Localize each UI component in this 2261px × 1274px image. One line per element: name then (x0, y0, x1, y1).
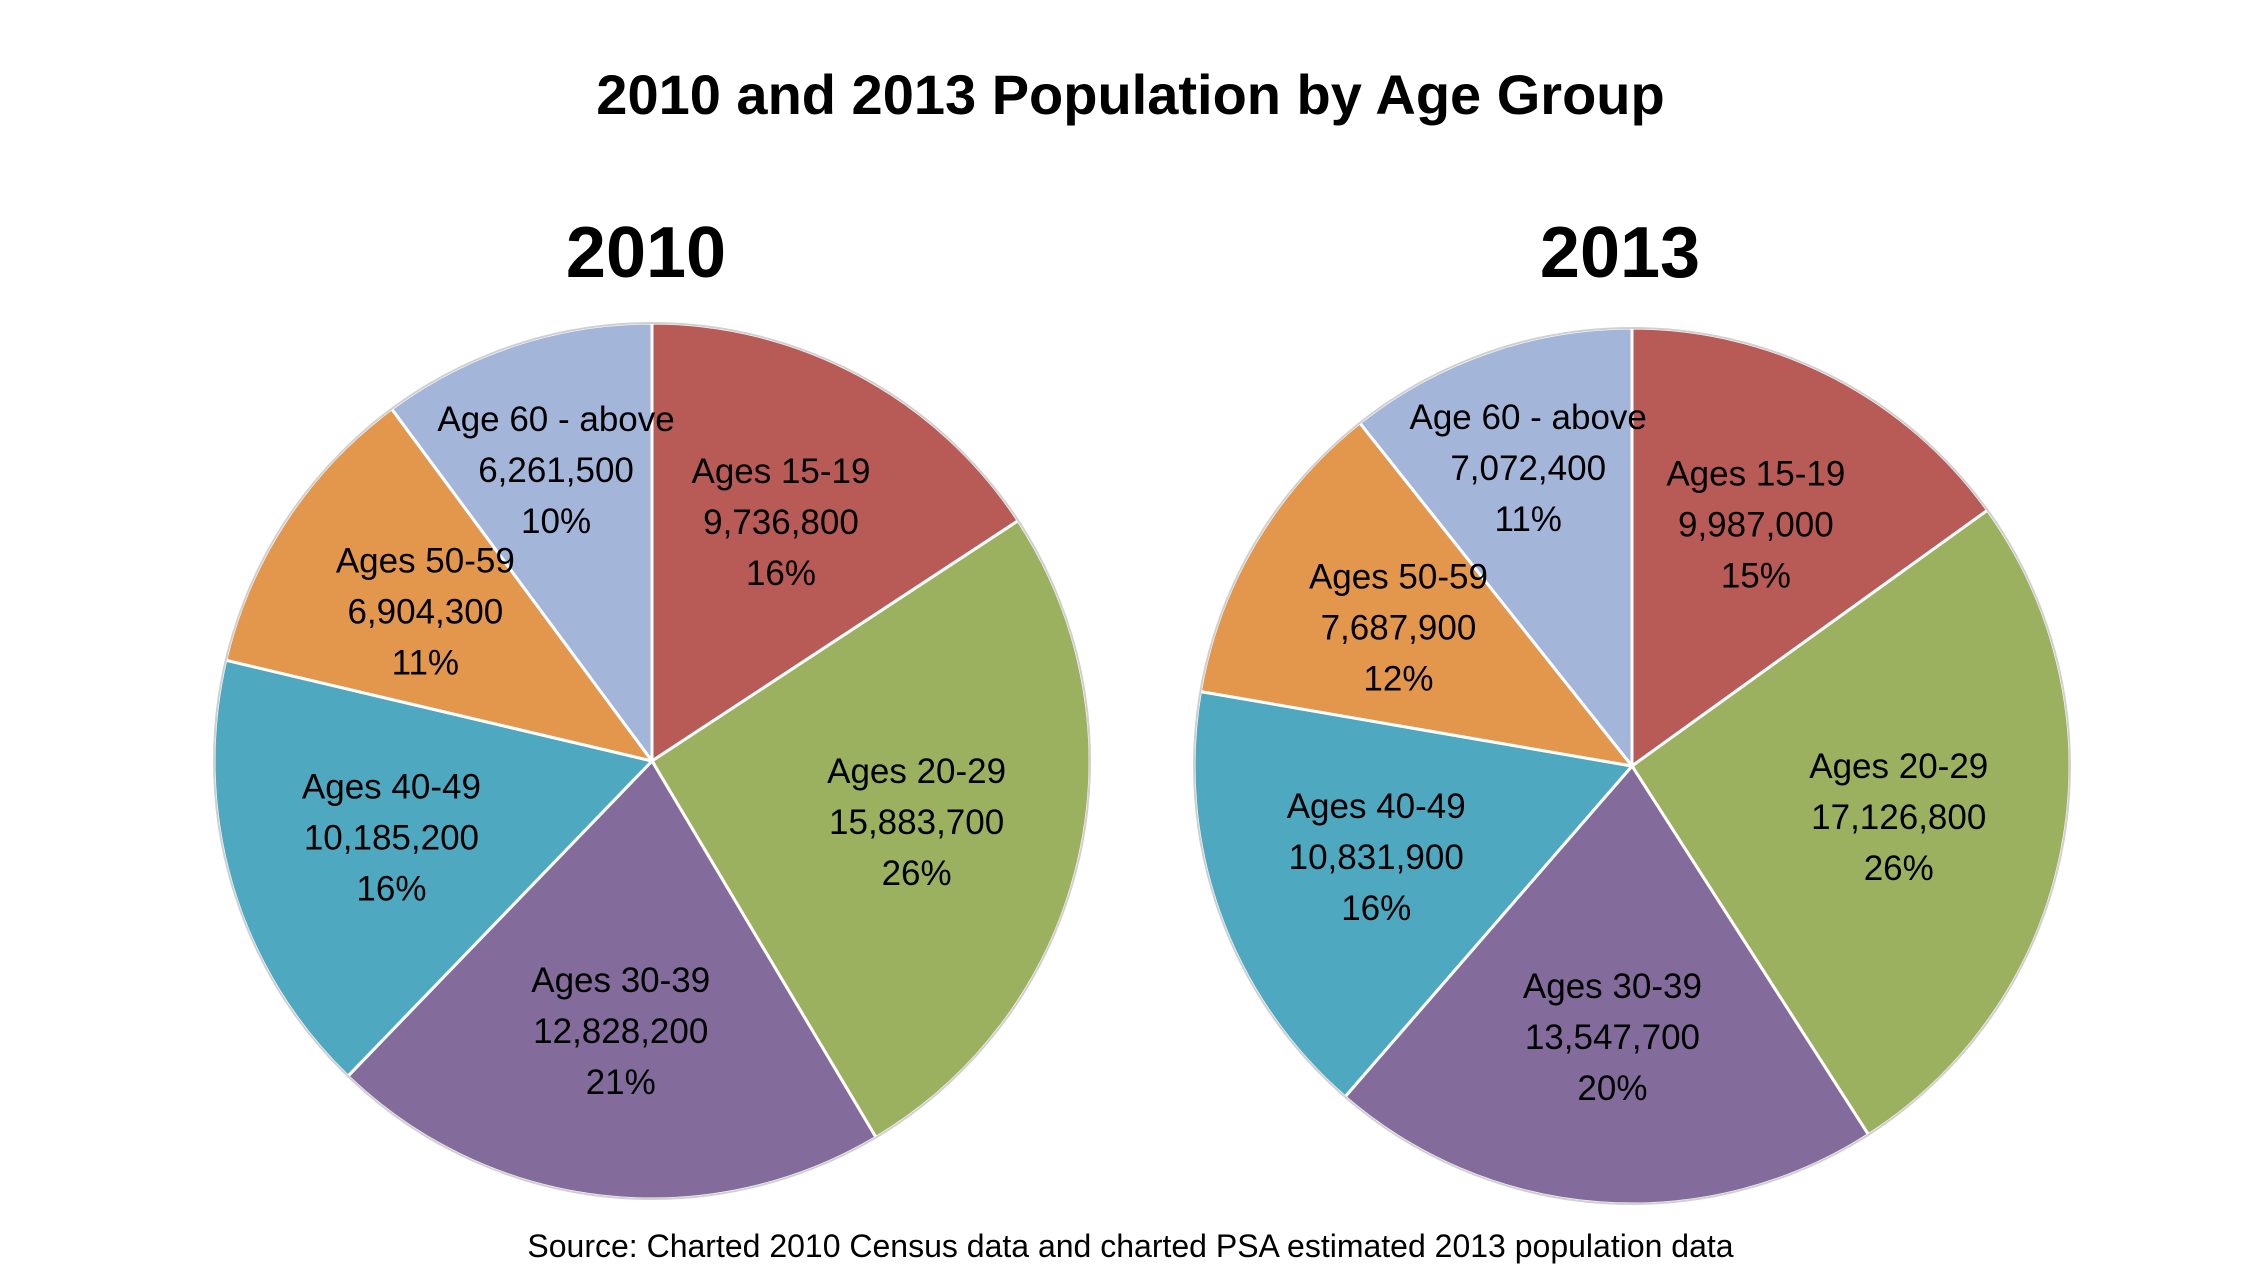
data-label-2013-ages-40-49-label: Ages 40-49 (1287, 787, 1466, 826)
pie-rim-2013 (1193, 327, 2071, 1205)
data-label-2013-ages-15-19-percent: 15% (1721, 556, 1791, 595)
data-label-2013-ages-30-39-label: Ages 30-39 (1523, 967, 1702, 1006)
data-label-2013-ages-20-29-label: Ages 20-29 (1809, 747, 1988, 786)
data-label-2010-ages-15-19-percent: 16% (746, 554, 816, 593)
pie-title-2010: 2010 (565, 213, 727, 293)
data-label-2013-ages-30-39-percent: 20% (1577, 1069, 1647, 1108)
data-label-2010-ages-30-39-value: 12,828,200 (533, 1012, 708, 1051)
data-label-2010-ages-50-59-label: Ages 50-59 (336, 541, 515, 580)
data-label-2010-ages-15-19-value: 9,736,800 (703, 503, 859, 542)
data-label-2013-age-60-above-value: 7,072,400 (1450, 449, 1606, 488)
data-label-2013-ages-40-49-value: 10,831,900 (1289, 838, 1464, 877)
data-label-2013-ages-15-19-label: Ages 15-19 (1666, 454, 1845, 493)
pie-2010: Ages 15-19 9,736,800 16% Ages 20-29 15,883,7… (212, 321, 1092, 1201)
data-label-2013-ages-15-19-value: 9,987,000 (1678, 505, 1834, 544)
data-label-2013-ages-20-29-value: 17,126,800 (1811, 798, 1986, 837)
chart-title: 2010 and 2013 Population by Age Group (596, 63, 1665, 126)
data-label-2013-ages-20-29-percent: 26% (1864, 849, 1934, 888)
data-label-2013-ages-50-59-value: 7,687,900 (1321, 608, 1477, 647)
data-label-2013-ages-50-59-label: Ages 50-59 (1309, 557, 1488, 596)
data-label-2010-ages-40-49-value: 10,185,200 (304, 818, 479, 857)
data-label-2013-ages-50-59-percent: 12% (1363, 659, 1433, 698)
data-label-2013-ages-40-49-percent: 16% (1341, 889, 1411, 928)
source-note: Source: Charted 2010 Census data and cha… (527, 1228, 1734, 1264)
pie-rim-2010 (213, 322, 1091, 1200)
data-label-2013-age-60-above-label: Age 60 - above (1410, 398, 1647, 437)
data-label-2010-ages-20-29-label: Ages 20-29 (827, 752, 1006, 791)
pie-title-2013: 2013 (1539, 213, 1701, 293)
data-label-2013-age-60-above-percent: 11% (1494, 500, 1561, 539)
data-label-2010-ages-20-29-value: 15,883,700 (829, 803, 1004, 842)
data-label-2010-age-60-above-value: 6,261,500 (478, 451, 634, 490)
data-label-2010-ages-40-49-percent: 16% (356, 869, 426, 908)
data-label-2010-age-60-above-percent: 10% (521, 502, 591, 541)
data-label-2013-ages-30-39-value: 13,547,700 (1525, 1018, 1700, 1057)
data-label-2010-age-60-above-label: Age 60 - above (437, 400, 674, 439)
data-label-2010-ages-50-59-value: 6,904,300 (347, 592, 503, 631)
data-label-2010-ages-50-59-percent: 11% (392, 643, 459, 682)
data-label-2010-ages-30-39-label: Ages 30-39 (531, 961, 710, 1000)
pie-2013: Ages 15-19 9,987,000 15% Ages 20-29 17,126,8… (1192, 326, 2072, 1206)
data-label-2010-ages-20-29-percent: 26% (882, 854, 952, 893)
data-label-2010-ages-40-49-label: Ages 40-49 (302, 767, 481, 806)
data-label-2010-ages-30-39-percent: 21% (586, 1063, 656, 1102)
data-label-2010-ages-15-19-label: Ages 15-19 (691, 452, 870, 491)
